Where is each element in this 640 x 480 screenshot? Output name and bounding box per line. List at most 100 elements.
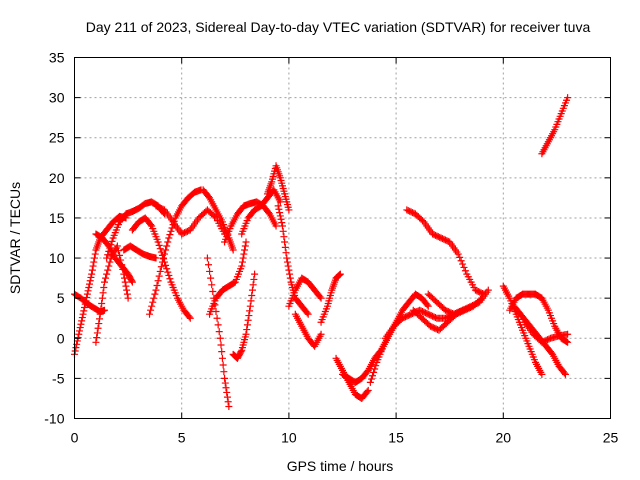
y-tick-label: -10 [44,411,64,427]
data-point [116,251,124,259]
series-arc17 [274,202,312,318]
data-point [286,270,294,278]
data-point [561,370,569,378]
data-point [238,258,246,266]
data-point [122,282,130,290]
data-point [250,275,258,283]
data-point [161,258,169,266]
series-arc23 [366,290,432,386]
data-point [237,348,245,356]
data-point [457,257,465,265]
data-point [93,329,101,337]
data-point [216,334,224,342]
data-point [154,238,162,246]
data-point [71,347,79,355]
data-point [563,338,571,346]
data-point [106,244,114,252]
data-point [276,209,284,217]
data-point [103,270,111,278]
data-point [98,300,106,308]
data-point [86,277,94,285]
data-point [207,274,215,282]
data-point [153,281,161,289]
data-point [336,270,344,278]
data-point [164,268,172,276]
data-point [281,243,289,251]
data-point [205,261,212,269]
data-point [225,402,233,410]
y-axis-label: SDTVAR / TECUs [7,182,23,294]
data-point [164,238,172,246]
data-point [150,294,158,302]
data-point [84,287,92,295]
data-point [538,370,546,378]
data-point [105,247,113,255]
data-point [283,254,291,262]
data-point [99,289,107,297]
data-point [106,258,114,266]
data-point [97,305,105,313]
data-point [82,297,90,305]
data-point [316,293,324,301]
data-point [158,251,166,259]
data-point [76,324,84,332]
data-point [223,393,231,401]
data-point [186,314,194,322]
data-point [303,309,311,317]
series-arc16 [263,162,293,214]
data-point [281,238,289,246]
data-point [367,375,375,383]
data-point [156,267,164,275]
data-point [221,374,229,382]
data-point [213,314,221,322]
data-point [364,386,372,394]
data-point [103,254,111,262]
data-point [128,277,136,285]
data-point [285,206,293,214]
data-point [336,271,344,279]
data-point [244,316,252,324]
data-point [317,294,325,302]
axis-ticks: 0 5 10 15 20 25 -10 -5 0 5 10 15 20 25 30 35 [44,50,618,446]
data-point [239,254,247,262]
data-point [286,274,294,282]
y-tick-label: 25 [49,130,65,146]
data-point [107,241,115,249]
data-point [221,379,229,387]
data-point [101,306,109,314]
data-point [278,222,286,230]
data-point [152,286,160,294]
data-point [155,272,163,280]
data-point [460,263,468,271]
data-point [72,344,80,352]
y-tick-label: 15 [49,210,65,226]
data-point [218,348,226,356]
data-point [274,202,282,210]
data-point [81,304,89,312]
data-point [459,260,467,268]
data-point [363,388,371,396]
data-point [123,286,131,294]
data-point [104,251,112,259]
y-tick-label: 30 [49,90,65,106]
data-point [276,212,284,220]
data-point [484,286,492,294]
y-tick-label: 20 [49,170,65,186]
data-point [74,334,82,342]
data-point [283,258,291,266]
data-point [229,246,237,254]
data-point [128,278,136,286]
data-point [102,274,110,282]
data-point [156,245,164,253]
data-point [90,258,98,266]
series-arc25 [403,206,488,298]
data-point [564,330,572,338]
data-point [217,341,225,349]
data-point [454,250,462,258]
data-point [83,293,91,301]
data-point [223,388,231,396]
data-point [206,267,214,275]
series-arc22 [339,334,392,386]
data-point [96,310,104,318]
